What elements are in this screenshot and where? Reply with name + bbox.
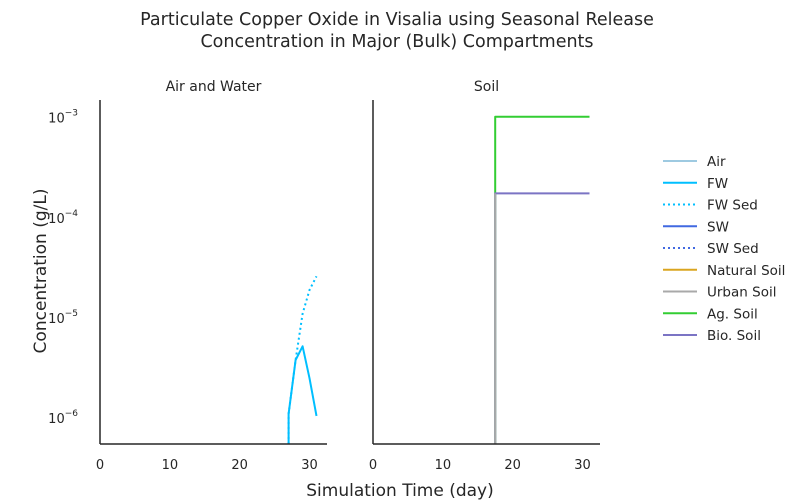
legend-item: FW: [663, 176, 728, 192]
x-tick-label: 30: [574, 458, 591, 473]
x-tick-label: 0: [369, 458, 377, 473]
legend-label: FW: [707, 176, 728, 192]
y-axis-label: Concentration (g/L): [31, 189, 51, 354]
x-tick-label: 0: [96, 458, 104, 473]
legend-item: SW Sed: [663, 241, 759, 257]
panels: Air and Water 0 10 20 30 10−6 10−5 10−4 10−3 Soil…: [48, 79, 600, 473]
legend-item: Urban Soil: [663, 285, 776, 301]
y-tick-label: 10−3: [48, 109, 78, 127]
legend-item: SW: [663, 219, 729, 235]
legend-label: Natural Soil: [707, 263, 785, 279]
x-tick-label: 30: [301, 458, 318, 473]
x-tick-label: 10: [435, 458, 452, 473]
panel-1: Soil 0 10 20 30: [369, 79, 600, 473]
legend-label: Urban Soil: [707, 285, 776, 301]
legend-item: Air: [663, 154, 726, 170]
legend-item: Bio. Soil: [663, 328, 761, 344]
series-line-0-0: [287, 275, 318, 444]
legend-label: SW: [707, 219, 729, 235]
series-line-1-1: [494, 192, 590, 444]
x-axis-label: Simulation Time (day): [306, 481, 494, 500]
x-tick-label: 20: [231, 458, 248, 473]
legend-label: Air: [707, 154, 726, 170]
x-tick-label: 10: [162, 458, 179, 473]
legend-item: Natural Soil: [663, 263, 785, 279]
legend-label: SW Sed: [707, 241, 759, 257]
y-tick-label: 10−4: [48, 209, 78, 227]
y-tick-label: 10−6: [48, 409, 78, 427]
legend-item: Ag. Soil: [663, 306, 758, 322]
chart-title-line1: Particulate Copper Oxide in Visalia usin…: [140, 10, 654, 30]
chart-title-line2: Concentration in Major (Bulk) Compartmen…: [200, 32, 593, 52]
series-line-0-1: [287, 345, 318, 444]
x-tick-label: 20: [504, 458, 521, 473]
legend: Air FW FW Sed SW SW Sed Natural Soil Urban Soi…: [663, 154, 785, 344]
series-line-1-0: [494, 115, 590, 444]
y-tick-label: 10−5: [48, 309, 78, 327]
legend-label: Ag. Soil: [707, 306, 758, 322]
panel-title: Air and Water: [166, 79, 262, 95]
legend-label: FW Sed: [707, 198, 758, 214]
legend-item: FW Sed: [663, 198, 758, 214]
panel-0: Air and Water 0 10 20 30 10−6 10−5 10−4 10−3: [48, 79, 327, 473]
panel-title: Soil: [474, 79, 499, 95]
legend-label: Bio. Soil: [707, 328, 761, 344]
